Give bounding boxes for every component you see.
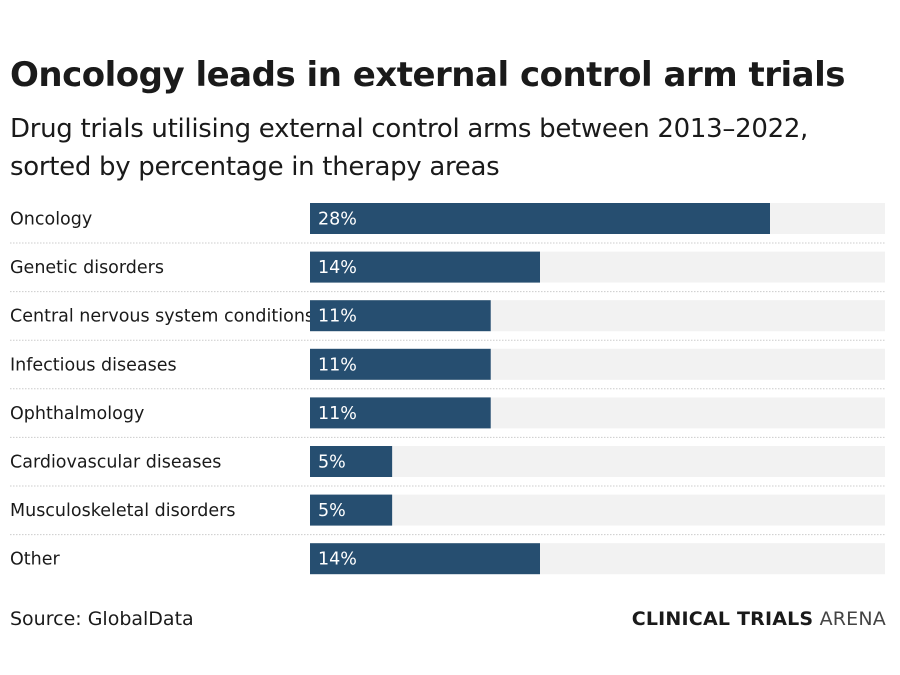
value-label: 5% bbox=[318, 453, 346, 473]
bar-row: Cardiovascular diseases 5% bbox=[10, 446, 885, 487]
category-label: Musculoskeletal disorders bbox=[10, 501, 236, 521]
bar-track bbox=[310, 446, 885, 477]
value-label: 11% bbox=[318, 404, 357, 424]
bar-row: Infectious diseases 11% bbox=[10, 348, 885, 390]
source-note: Source: GlobalData bbox=[10, 608, 194, 630]
bar-row: Musculoskeletal disorders 5% bbox=[10, 494, 885, 536]
value-label: 28% bbox=[318, 210, 357, 230]
value-label: 14% bbox=[318, 258, 357, 278]
bar bbox=[310, 543, 540, 575]
value-label: 11% bbox=[318, 355, 357, 375]
category-label: Central nervous system conditions bbox=[10, 307, 314, 327]
bar bbox=[310, 446, 393, 477]
category-label: Cardiovascular diseases bbox=[10, 453, 221, 473]
value-label: 11% bbox=[318, 307, 357, 327]
bar bbox=[310, 348, 491, 380]
bar-row: Ophthalmology 11% bbox=[10, 397, 885, 438]
bar bbox=[310, 251, 540, 283]
bar bbox=[310, 397, 491, 429]
bar-row: Oncology 28% bbox=[10, 203, 885, 244]
chart-subtitle: Drug trials utilising external control a… bbox=[10, 114, 809, 182]
bar-track bbox=[310, 494, 885, 526]
category-label: Genetic disorders bbox=[10, 258, 164, 278]
category-label: Oncology bbox=[10, 210, 92, 230]
value-label: 14% bbox=[318, 550, 357, 570]
category-label: Infectious diseases bbox=[10, 355, 177, 375]
bar-row: Central nervous system conditions 11% bbox=[10, 300, 885, 341]
value-label: 5% bbox=[318, 501, 346, 521]
bar bbox=[310, 203, 770, 234]
bar-row: Genetic disorders 14% bbox=[10, 251, 885, 293]
bar-row: Other 14% bbox=[10, 543, 885, 575]
chart-title: Oncology leads in external control arm t… bbox=[10, 55, 846, 95]
bar bbox=[310, 494, 393, 526]
category-label: Ophthalmology bbox=[10, 404, 144, 424]
brand-logo: CLINICAL TRIALS ARENA bbox=[632, 608, 886, 630]
bar bbox=[310, 300, 491, 332]
brand-bold: CLINICAL TRIALS bbox=[631, 608, 814, 630]
category-label: Other bbox=[10, 550, 60, 570]
bar-chart: Oncology 28% Genetic disorders 14% Central n… bbox=[10, 203, 885, 575]
brand-light: ARENA bbox=[819, 608, 886, 630]
